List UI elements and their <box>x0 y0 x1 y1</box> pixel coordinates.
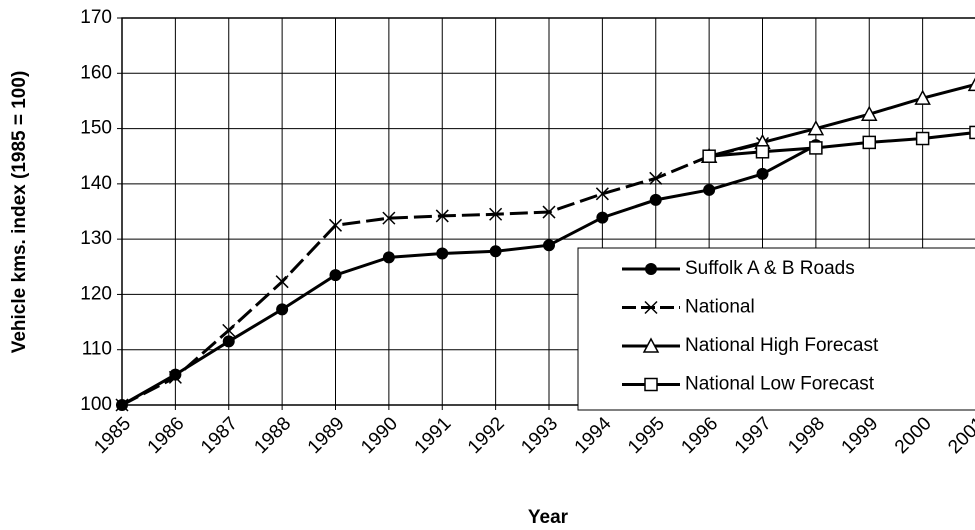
x-axis-label: Year <box>528 507 569 528</box>
y-tick-label: 130 <box>80 228 112 249</box>
marker <box>595 187 609 201</box>
series-line <box>708 83 975 158</box>
y-tick-label: 150 <box>80 118 112 139</box>
marker <box>644 300 658 315</box>
marker <box>382 251 395 264</box>
marker <box>489 207 503 221</box>
marker <box>642 337 660 353</box>
x-tick-label: 1991 <box>411 413 456 458</box>
marker <box>115 398 129 412</box>
y-tick-label: 170 <box>80 7 112 28</box>
x-tick-label: 1998 <box>784 413 829 458</box>
x-tick-label: 1985 <box>90 413 135 458</box>
x-tick-label: 1997 <box>731 413 776 458</box>
x-tick-label: 2001 <box>944 413 975 458</box>
x-tick-label: 1989 <box>304 413 349 458</box>
marker <box>222 323 236 337</box>
marker <box>382 211 396 225</box>
marker <box>169 368 182 381</box>
marker <box>915 131 930 146</box>
marker <box>756 167 769 180</box>
marker <box>914 89 931 105</box>
marker <box>649 193 662 206</box>
x-tick-label: 1986 <box>144 413 189 458</box>
x-tick-label: 1996 <box>677 413 722 458</box>
marker <box>969 125 975 140</box>
y-tick-label: 110 <box>82 339 112 360</box>
marker <box>644 377 658 392</box>
marker <box>328 218 343 232</box>
x-tick-label: 1992 <box>464 413 509 458</box>
x-tick-label: 1990 <box>357 413 402 458</box>
legend-label: National Low Forecast <box>685 374 875 395</box>
x-tick-label: 1995 <box>624 413 669 458</box>
series-line <box>709 131 975 158</box>
marker <box>703 183 716 196</box>
x-tick-label: 1987 <box>197 413 242 458</box>
legend-label: Suffolk A & B Roads <box>685 258 855 279</box>
y-axis-label: Vehicle kms. index (1985 = 100) <box>9 71 30 354</box>
legend-label: National <box>685 297 755 318</box>
marker <box>543 239 555 252</box>
marker <box>702 149 716 163</box>
marker <box>755 145 770 159</box>
marker <box>489 245 502 258</box>
marker <box>168 370 182 384</box>
x-tick-label: 2000 <box>891 413 936 458</box>
y-tick-label: 160 <box>80 62 112 83</box>
marker <box>807 119 825 136</box>
series-line <box>121 143 817 407</box>
plot-border <box>121 17 975 406</box>
marker <box>860 105 878 121</box>
marker <box>862 135 876 150</box>
x-tick-label: 1993 <box>517 413 562 458</box>
x-tick-label: 1999 <box>838 413 883 458</box>
y-tick-label: 120 <box>80 283 112 304</box>
y-tick-label: 100 <box>80 394 112 415</box>
marker <box>596 211 609 224</box>
marker <box>645 263 657 275</box>
x-tick-label: 1994 <box>571 413 616 458</box>
x-tick-label: 1988 <box>250 413 295 458</box>
marker <box>222 335 235 348</box>
marker <box>649 171 663 185</box>
marker <box>275 275 289 289</box>
legend-label: National High Forecast <box>685 335 879 356</box>
marker <box>809 141 823 155</box>
marker <box>435 209 449 223</box>
marker <box>967 77 975 92</box>
marker <box>276 303 289 316</box>
y-tick-label: 140 <box>80 173 112 194</box>
marker <box>329 269 342 282</box>
marker <box>436 247 449 260</box>
marker <box>542 205 556 219</box>
